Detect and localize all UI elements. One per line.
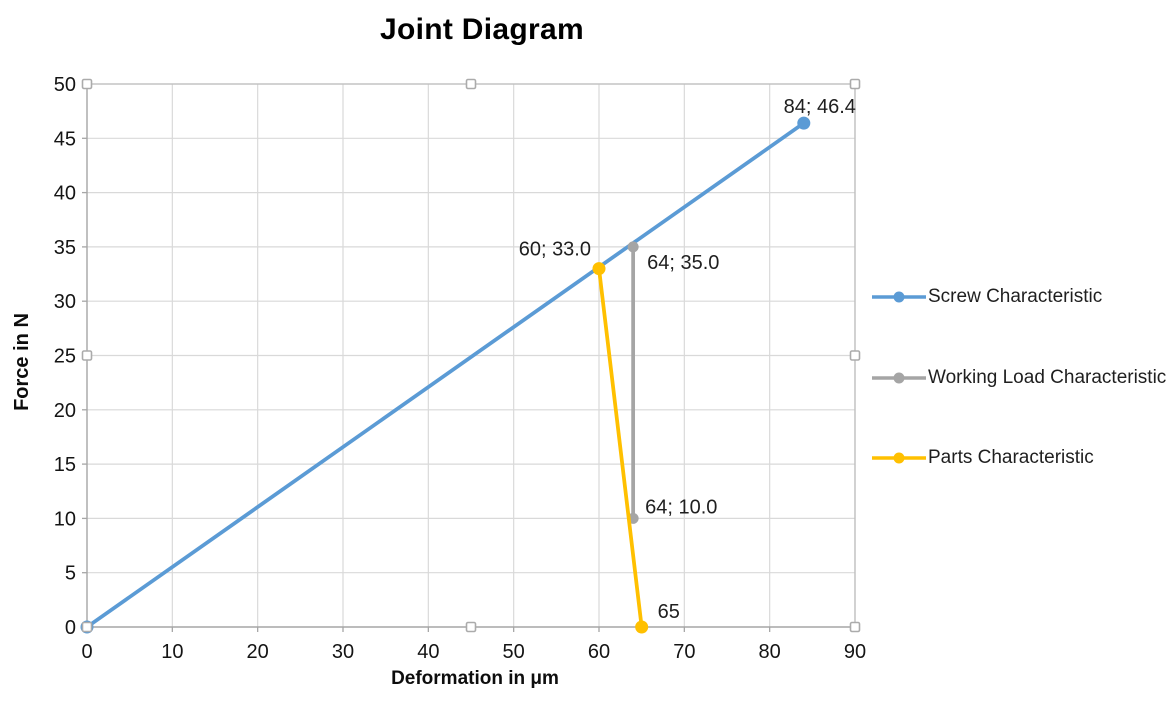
legend-item-parts-characteristic[interactable]: Parts Characteristic xyxy=(872,444,1094,472)
selection-handle[interactable] xyxy=(849,621,861,633)
chart-title[interactable]: Joint Diagram xyxy=(380,13,584,46)
data-label-parts-characteristic[interactable]: 65 xyxy=(658,601,680,623)
legend-label: Parts Characteristic xyxy=(928,447,1094,468)
data-label-working-load-characteristic[interactable]: 64; 35.0 xyxy=(647,252,719,274)
series-line-screw-characteristic[interactable] xyxy=(85,121,806,629)
selection-handle[interactable] xyxy=(81,621,93,633)
y-tick-label[interactable]: 10 xyxy=(54,508,76,530)
series-marker-screw-characteristic[interactable] xyxy=(797,116,811,130)
y-tick-label[interactable]: 15 xyxy=(54,454,76,476)
series-line-parts-characteristic[interactable] xyxy=(597,266,644,629)
x-axis-title[interactable]: Deformation in μm xyxy=(391,668,559,689)
legend: Screw Characteristic Working Load Charact… xyxy=(872,0,1172,717)
x-tick-label[interactable]: 10 xyxy=(161,641,183,663)
data-label-parts-characteristic[interactable]: 60; 33.0 xyxy=(519,239,591,261)
x-tick-label[interactable]: 60 xyxy=(588,641,610,663)
y-tick-label[interactable]: 40 xyxy=(54,183,76,205)
x-tick-label[interactable]: 50 xyxy=(503,641,525,663)
selection-handle[interactable] xyxy=(81,78,93,90)
x-tick-label[interactable]: 90 xyxy=(844,641,866,663)
legend-marker-icon xyxy=(893,372,905,383)
y-axis-title[interactable]: Force in N xyxy=(11,313,33,411)
legend-marker-icon xyxy=(893,452,905,464)
x-tick-label[interactable]: 70 xyxy=(673,641,695,663)
y-tick-label[interactable]: 20 xyxy=(54,400,76,422)
legend-label: Working Load Characteristic xyxy=(928,366,1167,388)
y-tick-label[interactable]: 50 xyxy=(54,74,76,96)
x-tick-label[interactable]: 40 xyxy=(417,641,439,663)
legend-swatch-parts-characteristic xyxy=(872,452,926,464)
y-tick-label[interactable]: 0 xyxy=(65,617,76,639)
y-tick-label[interactable]: 25 xyxy=(54,346,76,368)
legend-item-screw-characteristic[interactable]: Screw Characteristic xyxy=(872,283,1102,311)
x-tick-label[interactable]: 20 xyxy=(247,641,269,663)
data-label-working-load-characteristic[interactable]: 64; 10.0 xyxy=(645,496,717,518)
x-tick-label[interactable]: 30 xyxy=(332,641,354,663)
selection-handle[interactable] xyxy=(849,78,861,90)
y-tick-label[interactable]: 45 xyxy=(54,128,76,150)
y-tick-label[interactable]: 35 xyxy=(54,237,76,259)
legend-item-working-load-characteristic[interactable]: Working Load Characteristic xyxy=(872,364,1166,392)
data-label-screw-characteristic[interactable]: 84; 46.4 xyxy=(784,96,856,118)
selection-handle[interactable] xyxy=(465,621,477,633)
selection-handle[interactable] xyxy=(465,78,477,90)
selection-handle[interactable] xyxy=(849,350,861,361)
y-tick-label[interactable]: 30 xyxy=(54,291,76,313)
series-marker-parts-characteristic[interactable] xyxy=(635,620,649,634)
x-tick-label[interactable]: 80 xyxy=(759,641,781,663)
series-marker-parts-characteristic[interactable] xyxy=(592,262,606,276)
legend-label: Screw Characteristic xyxy=(928,286,1103,307)
legend-swatch-working-load-characteristic xyxy=(872,372,926,383)
legend-swatch-screw-characteristic xyxy=(872,291,926,303)
selection-handle[interactable] xyxy=(81,350,93,361)
series-marker-working-load-characteristic[interactable] xyxy=(627,241,639,253)
y-tick-label[interactable]: 5 xyxy=(65,563,76,585)
legend-marker-icon xyxy=(893,291,905,303)
x-tick-label[interactable]: 0 xyxy=(81,641,92,663)
